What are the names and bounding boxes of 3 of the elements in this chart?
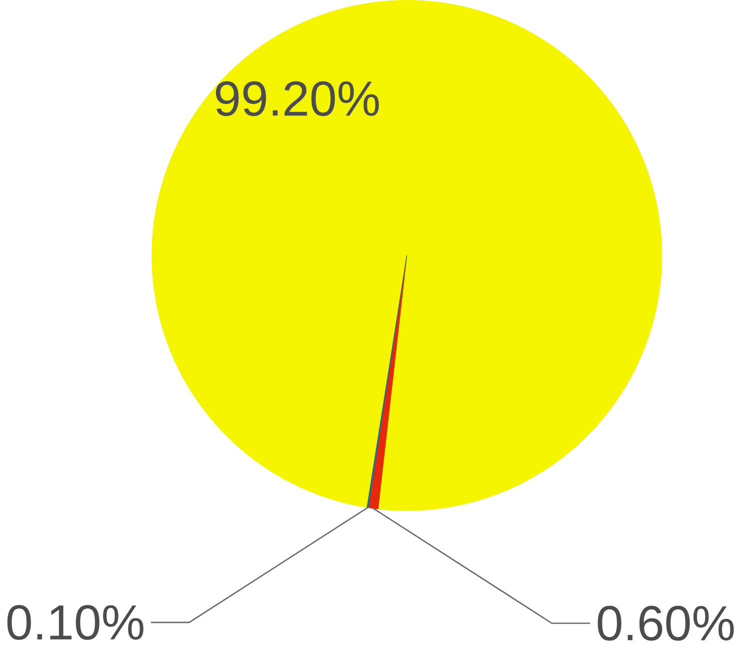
data-label: 99.20% (216, 81, 379, 116)
data-label: 0.60% (598, 606, 734, 641)
data-label: 0.10% (7, 604, 144, 640)
